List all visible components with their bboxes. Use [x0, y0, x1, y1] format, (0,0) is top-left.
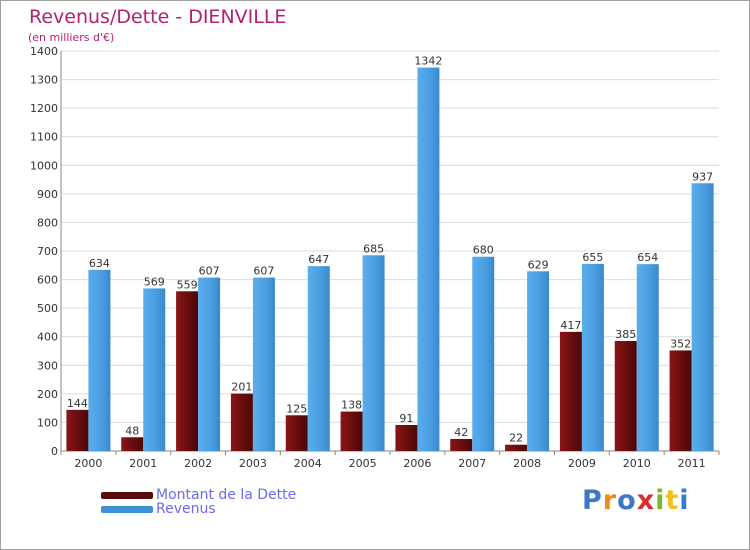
x-tick-label: 2001: [129, 457, 157, 470]
y-tick-label: 1400: [30, 45, 58, 58]
legend-label-revenus: Revenus: [156, 501, 216, 517]
y-tick-label: 1300: [30, 74, 58, 87]
data-label-dette: 22: [509, 432, 523, 445]
data-label-revenus: 680: [473, 244, 494, 257]
x-tick-label: 2007: [458, 457, 486, 470]
data-label-dette: 42: [454, 426, 468, 439]
y-tick-label: 1200: [30, 102, 58, 115]
data-label-dette: 385: [615, 328, 636, 341]
bar-revenus: [143, 288, 166, 451]
bar-revenus: [472, 256, 495, 451]
data-label-dette: 125: [286, 402, 307, 415]
y-tick-label: 600: [37, 274, 58, 287]
x-tick-label: 2010: [623, 457, 651, 470]
bar-chart: 0 100 200 300 400 500 600 700 800 900 1000 1100 1200…: [30, 45, 720, 470]
data-label-revenus: 569: [144, 275, 165, 288]
bar-dette: [340, 411, 363, 451]
bar-revenus: [198, 277, 221, 451]
data-label-dette: 144: [67, 397, 88, 410]
chart-subtitle: (en milliers d'€): [28, 31, 115, 44]
bar-dette: [395, 425, 418, 451]
bar-revenus: [581, 263, 604, 451]
y-tick-label: 900: [37, 188, 58, 201]
data-label-revenus: 685: [363, 242, 384, 255]
chart-title: Revenus/Dette - DIENVILLE: [29, 6, 287, 28]
data-label-dette: 48: [125, 424, 139, 437]
x-tick-label: 2004: [294, 457, 322, 470]
legend-label-dette: Montant de la Dette: [156, 487, 297, 503]
bar-dette: [121, 437, 144, 451]
bar-dette: [559, 331, 582, 451]
y-tick-label: 400: [37, 331, 58, 344]
y-tick-label: 200: [37, 388, 58, 401]
bar-revenus: [307, 266, 330, 451]
data-label-revenus: 629: [528, 258, 549, 271]
bar-dette: [614, 341, 637, 451]
y-tick-label: 0: [51, 445, 58, 458]
bar-revenus: [252, 277, 275, 451]
data-label-revenus: 634: [89, 257, 110, 270]
x-tick-label: 2009: [568, 457, 596, 470]
bar-dette: [66, 409, 89, 451]
x-tick-label: 2011: [678, 457, 706, 470]
data-label-dette: 352: [670, 337, 691, 350]
x-tick-label: 2008: [513, 457, 541, 470]
y-tick-label: 100: [37, 416, 58, 429]
x-tick-label: 2005: [349, 457, 377, 470]
proxiti-logo: Proxiti: [582, 485, 690, 516]
x-tick-label: 2006: [403, 457, 431, 470]
y-tick-label: 500: [37, 302, 58, 315]
bar-dette: [669, 350, 692, 451]
bar-revenus: [527, 271, 550, 451]
legend-swatch-dette: [101, 492, 153, 499]
bar-dette: [450, 439, 473, 451]
bar-dette: [230, 393, 253, 451]
data-label-revenus: 937: [692, 170, 713, 183]
y-tick-label: 1000: [30, 159, 58, 172]
data-label-dette: 417: [560, 319, 581, 332]
bar-revenus: [88, 269, 111, 451]
bar-dette: [285, 415, 308, 451]
bar-revenus: [691, 183, 714, 452]
data-label-revenus: 1342: [414, 55, 442, 68]
data-label-revenus: 647: [308, 253, 329, 266]
data-label-revenus: 655: [582, 251, 603, 264]
bar-dette: [176, 291, 199, 451]
data-label-revenus: 607: [199, 265, 220, 278]
y-tick-label: 1100: [30, 131, 58, 144]
bar-revenus: [362, 255, 385, 451]
data-label-dette: 201: [231, 381, 252, 394]
data-label-revenus: 607: [253, 265, 274, 278]
y-tick-label: 800: [37, 216, 58, 229]
data-label-revenus: 654: [637, 251, 658, 264]
bar-dette: [505, 444, 528, 451]
data-label-dette: 559: [177, 278, 198, 291]
bar-revenus: [417, 67, 440, 452]
legend-swatch-revenus: [101, 506, 153, 513]
y-tick-label: 700: [37, 245, 58, 258]
y-tick-label: 300: [37, 359, 58, 372]
bar-revenus: [636, 264, 659, 451]
x-tick-label: 2003: [239, 457, 267, 470]
x-tick-label: 2000: [74, 457, 102, 470]
x-tick-label: 2002: [184, 457, 212, 470]
data-label-dette: 91: [399, 412, 413, 425]
data-label-dette: 138: [341, 399, 362, 412]
